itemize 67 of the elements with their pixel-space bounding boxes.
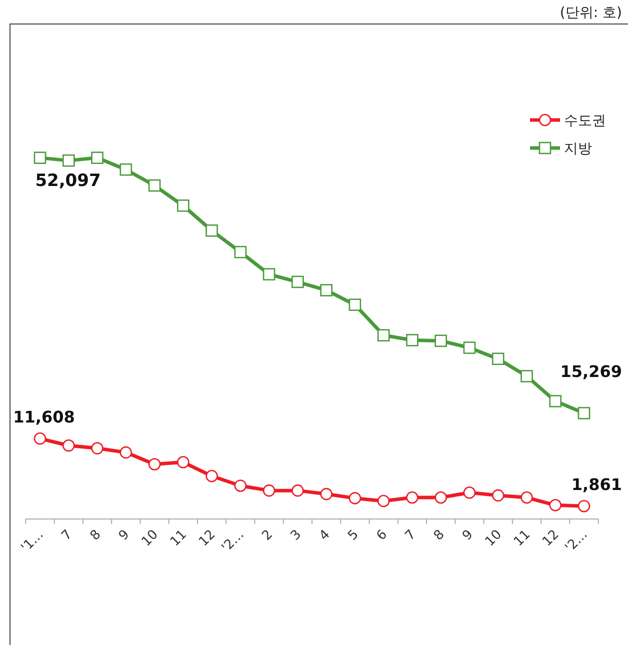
point: [377, 494, 390, 508]
data-label: 15,269: [560, 362, 622, 382]
x-tick-label: 10: [139, 527, 162, 550]
x-tick-label: 11: [511, 527, 534, 550]
x-tick-label: 4: [316, 527, 334, 544]
point: [292, 484, 304, 497]
text: (단위: 호): [560, 5, 622, 21]
data-label: 1,861: [571, 475, 622, 494]
x-tick-label: 9: [460, 527, 476, 544]
point: [120, 446, 132, 459]
point: [463, 486, 476, 499]
x-tick-label: '2…: [219, 527, 248, 556]
point: [492, 352, 504, 365]
x-tick-label: 8: [431, 527, 448, 544]
point: [206, 470, 218, 482]
point: [578, 406, 590, 420]
point: [62, 439, 75, 452]
x-tick-label: 2: [259, 527, 276, 544]
point: [434, 334, 447, 347]
x-tick-label: '1…: [18, 527, 47, 556]
data-label: 11,608: [13, 408, 75, 427]
x-tick-label: 6: [374, 527, 390, 544]
point: [320, 488, 332, 500]
point: [262, 484, 276, 497]
point: [406, 491, 418, 504]
point: [348, 298, 362, 311]
x-tick-label: 9: [116, 527, 133, 544]
x-tick-label: '2…: [562, 527, 591, 556]
point: [434, 491, 447, 504]
x-tick-label: 11: [168, 527, 190, 550]
x-tick-label: 8: [88, 527, 104, 544]
point: [549, 498, 562, 512]
point: [234, 480, 247, 492]
x-tick-label: 12: [540, 527, 562, 550]
point: [520, 491, 533, 504]
point: [34, 152, 46, 164]
point: [148, 179, 161, 192]
point: [348, 492, 362, 504]
point: [91, 152, 104, 164]
point: [320, 284, 332, 296]
point: [406, 334, 418, 346]
point: [177, 456, 190, 468]
point: [91, 442, 104, 454]
legend-label: 지방: [564, 141, 592, 157]
x-tick-label: 3: [288, 527, 305, 544]
x-tick-label: 7: [59, 527, 76, 544]
point: [520, 370, 533, 382]
point: [148, 458, 161, 470]
point: [578, 500, 590, 512]
x-tick-label: 10: [482, 527, 505, 550]
data-label: 52,097: [35, 170, 101, 191]
point: [492, 489, 504, 502]
legend-label: 수도권: [564, 113, 606, 129]
point: [120, 163, 132, 176]
point: [234, 246, 247, 258]
point: [463, 342, 476, 354]
point: [62, 154, 75, 167]
x-tick-label: 7: [402, 527, 420, 544]
point: [206, 224, 218, 237]
x-tick-label: 12: [196, 527, 219, 550]
point: [177, 199, 190, 212]
x-tick-label: 5: [345, 527, 362, 544]
point: [262, 268, 276, 280]
point: [549, 394, 562, 408]
point: [377, 329, 390, 342]
point: [292, 276, 304, 288]
point: [34, 432, 46, 445]
